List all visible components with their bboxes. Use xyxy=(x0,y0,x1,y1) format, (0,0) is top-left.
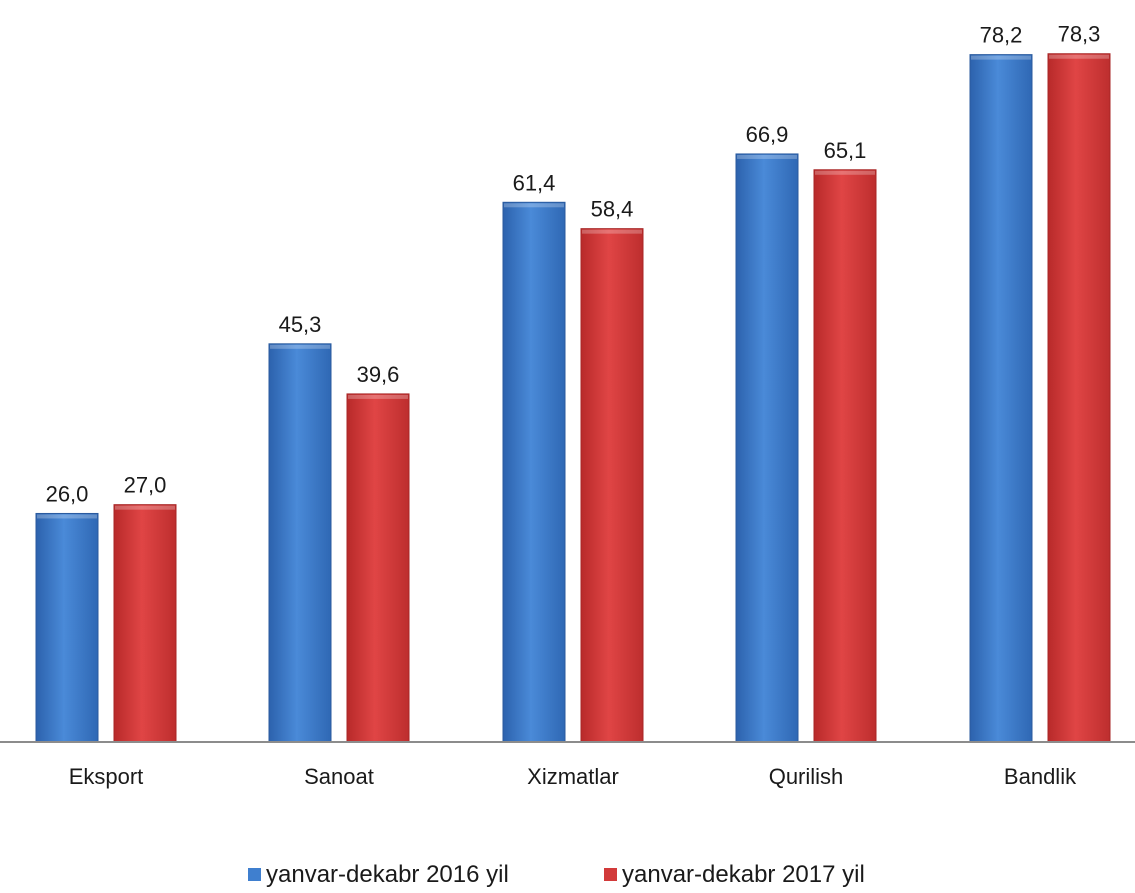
bar-bandlik-series-1 xyxy=(969,54,1033,743)
legend-label-series-1: yanvar-dekabr 2016 yil xyxy=(266,861,509,888)
legend-swatch-series-2 xyxy=(604,868,617,881)
data-labels-layer: 26,0 27,0 45,3 39,6 61,4 58,4 66,9 65,1 78,2 78,3 xyxy=(46,22,1101,507)
bar-highlight xyxy=(270,344,330,349)
bar-sanoat-series-2 xyxy=(346,393,410,743)
legend: yanvar-dekabr 2016 yil yanvar-dekabr 2017… xyxy=(248,861,865,888)
data-label-sanoat-series-1: 45,3 xyxy=(279,312,322,337)
legend-swatch-series-1 xyxy=(248,868,261,881)
category-label-bandlik: Bandlik xyxy=(1004,764,1077,789)
bar-xizmatlar-series-1 xyxy=(502,201,566,743)
data-label-qurilish-series-1: 66,9 xyxy=(746,122,789,147)
data-label-xizmatlar-series-1: 61,4 xyxy=(513,170,556,195)
bar-bandlik-series-2 xyxy=(1047,53,1111,743)
data-label-qurilish-series-2: 65,1 xyxy=(824,138,867,163)
category-label-qurilish: Qurilish xyxy=(769,764,844,789)
bar-highlight xyxy=(37,514,97,519)
bar-eksport-series-2 xyxy=(113,504,177,743)
bars-layer xyxy=(35,53,1111,743)
data-label-eksport-series-1: 26,0 xyxy=(46,481,89,506)
data-label-xizmatlar-series-2: 58,4 xyxy=(591,197,634,222)
bar-eksport-series-1 xyxy=(35,512,99,743)
bar-xizmatlar-series-2 xyxy=(580,228,644,743)
category-labels-layer: Eksport Sanoat Xizmatlar Qurilish Bandlik xyxy=(69,764,1077,789)
bar-qurilish-series-1 xyxy=(735,153,799,743)
data-label-sanoat-series-2: 39,6 xyxy=(357,362,400,387)
bar-highlight xyxy=(1049,54,1109,59)
bar-qurilish-series-2 xyxy=(813,169,877,743)
category-label-xizmatlar: Xizmatlar xyxy=(527,764,619,789)
bar-highlight xyxy=(504,203,564,208)
category-label-sanoat: Sanoat xyxy=(304,764,374,789)
bar-highlight xyxy=(582,229,642,234)
bar-sanoat-series-1 xyxy=(268,343,332,743)
data-label-bandlik-series-2: 78,3 xyxy=(1058,22,1101,47)
legend-label-series-2: yanvar-dekabr 2017 yil xyxy=(622,861,865,888)
data-label-bandlik-series-1: 78,2 xyxy=(980,23,1023,48)
data-label-eksport-series-2: 27,0 xyxy=(124,473,167,498)
bar-highlight xyxy=(971,55,1031,60)
category-label-eksport: Eksport xyxy=(69,764,144,789)
bar-highlight xyxy=(815,170,875,175)
bar-highlight xyxy=(348,394,408,399)
bar-highlight xyxy=(737,154,797,159)
bar-highlight xyxy=(115,505,175,510)
